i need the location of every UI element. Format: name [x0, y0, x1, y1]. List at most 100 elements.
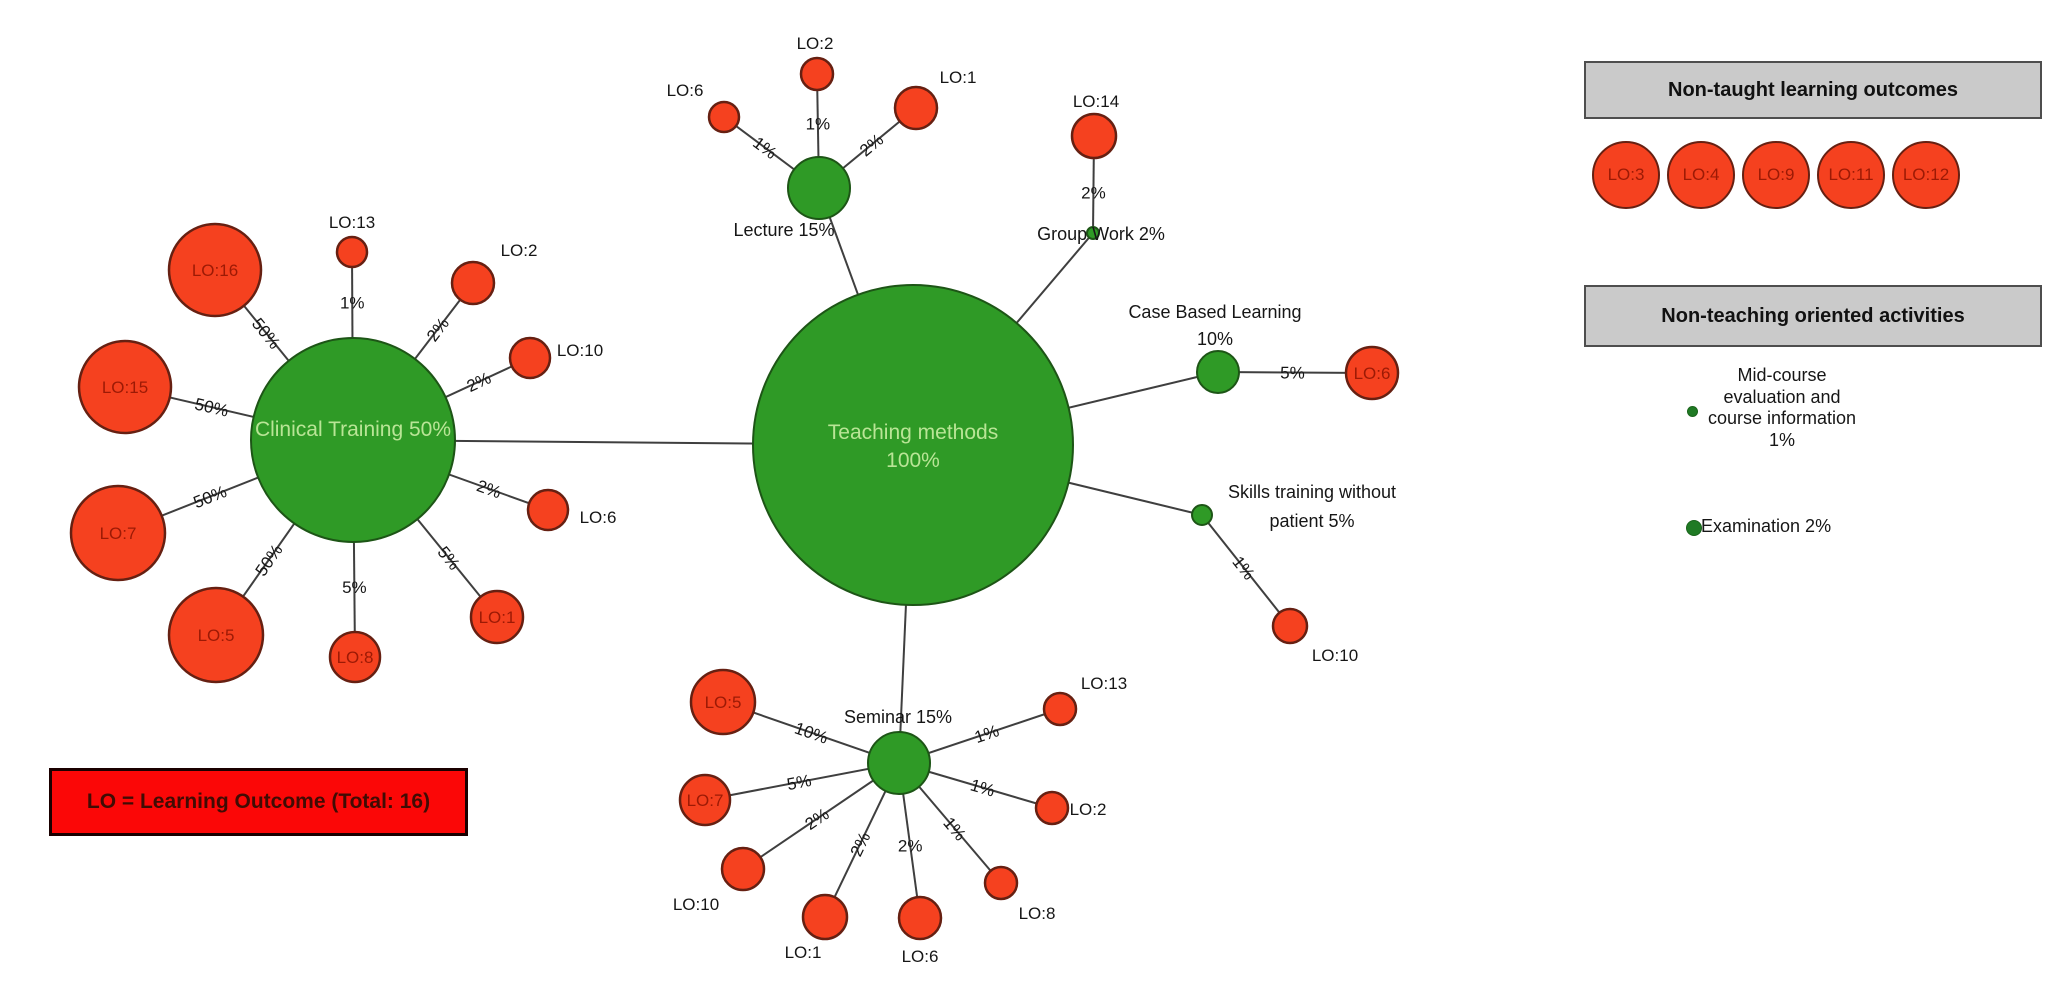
outcome-label: LO:11	[1828, 165, 1874, 184]
edge-label-lecture-lec-lo2: 1%	[806, 115, 831, 134]
outcome-label-sem-lo7: LO:7	[687, 791, 724, 810]
activity-node-seminar	[867, 731, 931, 795]
outcome-label-clin-lo15: LO:15	[102, 378, 148, 397]
edge-label-seminar-sem-lo10: 2%	[802, 804, 833, 834]
activity-label-teaching: 100%	[886, 449, 940, 472]
activity-label-skills: Skills training without	[1228, 482, 1396, 502]
outcome-label-lec-lo2: LO:2	[797, 34, 834, 53]
midcourse-activity-dot	[1687, 406, 1698, 417]
outcome-label: LO:4	[1682, 165, 1720, 184]
activity-label-casebased: Case Based Learning	[1128, 302, 1301, 322]
outcome-label-clin-lo7: LO:7	[100, 524, 137, 543]
outcome-node-sem-lo8	[983, 865, 1019, 901]
outcome-label-sem-lo8: LO:8	[1019, 904, 1056, 923]
outcome-label-clin-lo2: LO:2	[501, 241, 538, 260]
edge-label-seminar-sem-lo7: 5%	[785, 771, 813, 794]
outcome-label-clin-lo8: LO:8	[337, 648, 374, 667]
outcome-node-clin-lo15	[77, 339, 173, 435]
outcome-node-clin-lo10	[508, 336, 552, 380]
edge-label-lecture-lec-lo6: 1%	[749, 133, 780, 163]
panel-title: Non-taught learning outcomes	[1668, 78, 1958, 101]
outcome-label: LO:9	[1757, 165, 1795, 184]
activity-label-teaching: Teaching methods	[828, 421, 998, 444]
outcome-label-clin-lo1: LO:1	[479, 608, 516, 627]
outcome-label-sem-lo6: LO:6	[902, 947, 939, 966]
outcome-node-sem-lo7	[678, 773, 732, 827]
outcome-node-clin-lo1	[469, 589, 525, 645]
edge-skills-skl-lo10	[1201, 514, 1291, 627]
outcome-node-clin-lo13	[335, 235, 369, 269]
edge-seminar-sem-lo7	[704, 762, 900, 801]
activity-label-casebased: 10%	[1197, 329, 1233, 349]
outcome-node-sem-lo6	[897, 895, 943, 941]
edge-label-skills-skl-lo10: 1%	[1228, 553, 1258, 584]
outcome-label-skl-lo10: LO:10	[1312, 646, 1358, 665]
outcome-node-cbl-lo6	[1344, 345, 1400, 401]
outcome-node-sem-lo10	[720, 846, 766, 892]
outcome-node-clin-lo16	[167, 222, 263, 318]
outcome-label-grp-lo14: LO:14	[1073, 92, 1119, 111]
legend-text: LO = Learning Outcome (Total: 16)	[86, 790, 431, 813]
outcome-label-sem-lo10: LO:10	[673, 895, 719, 914]
panel-header-non-teaching-activities: Non-teaching oriented activities	[1584, 285, 2042, 347]
activity-label-lecture: Lecture 15%	[733, 220, 834, 240]
panel-title: Non-teaching oriented activities	[1661, 304, 1965, 327]
outcome-node-sem-lo13	[1042, 691, 1078, 727]
edge-label-seminar-sem-lo13: 1%	[972, 721, 1001, 747]
outcome-label-lec-lo6: LO:6	[667, 81, 704, 100]
outcome-label-clin-lo13: LO:13	[329, 213, 375, 232]
legend-box: LO = Learning Outcome (Total: 16)	[49, 768, 468, 836]
edge-label-clinical-clin-lo13: 1%	[340, 294, 365, 313]
panel-header-non-taught-outcomes: Non-taught learning outcomes	[1584, 61, 2042, 119]
activity-node-clinical	[250, 337, 456, 543]
outcome-label: LO:3	[1607, 165, 1645, 184]
edge-label-clinical-clin-lo2: 2%	[423, 314, 453, 345]
activity-node-lecture	[787, 156, 851, 220]
activity-label-seminar: Seminar 15%	[844, 707, 952, 727]
outcome-node-sem-lo1	[801, 893, 849, 941]
outcome-label-cbl-lo6: LO:6	[1354, 364, 1391, 383]
activity-node-skills	[1191, 504, 1213, 526]
non-taught-outcome-circle: LO:12	[1892, 141, 1960, 209]
outcome-node-lec-lo2	[799, 56, 835, 92]
outcome-label-clin-lo5: LO:5	[198, 626, 235, 645]
edge-label-clinical-clin-lo10: 2%	[464, 368, 494, 396]
edge-label-seminar-sem-lo1: 2%	[847, 829, 875, 859]
outcome-label-lec-lo1: LO:1	[940, 68, 977, 87]
non-taught-outcome-circle: LO:9	[1742, 141, 1810, 209]
outcome-node-lec-lo6	[707, 100, 741, 134]
edge-label-seminar-sem-lo6: 2%	[898, 836, 923, 855]
outcome-node-lec-lo1	[893, 85, 939, 131]
edge-label-seminar-sem-lo5: 10%	[792, 719, 830, 748]
activity-node-casebased	[1196, 350, 1240, 394]
non-taught-outcomes-row: LO:3 LO:4 LO:9 LO:11 LO:12	[1592, 141, 1960, 209]
outcome-node-clin-lo5	[167, 586, 265, 684]
outcome-label-clin-lo10: LO:10	[557, 341, 603, 360]
outcome-node-skl-lo10	[1271, 607, 1309, 645]
outcome-node-clin-lo2	[450, 260, 496, 306]
activity-label-clinical: Clinical Training 50%	[255, 418, 451, 441]
outcome-label-clin-lo6: LO:6	[580, 508, 617, 527]
edge-label-clinical-clin-lo6: 2%	[474, 476, 504, 502]
non-taught-outcome-circle: LO:11	[1817, 141, 1885, 209]
activity-label-skills: patient 5%	[1269, 511, 1354, 531]
examination-activity-label: Examination 2%	[1701, 516, 1832, 536]
outcome-label: LO:12	[1902, 165, 1950, 184]
outcome-node-clin-lo8	[328, 630, 382, 684]
outcome-node-grp-lo14	[1070, 112, 1118, 160]
examination-activity-dot	[1686, 520, 1702, 536]
edge-label-clinical-clin-lo15: 50%	[193, 395, 230, 421]
outcome-node-clin-lo6	[526, 488, 570, 532]
outcome-node-sem-lo5	[689, 668, 757, 736]
edge-label-seminar-sem-lo2: 1%	[968, 776, 997, 801]
non-taught-outcome-circle: LO:3	[1592, 141, 1660, 209]
activity-node-teaching	[752, 284, 1074, 606]
non-taught-outcome-circle: LO:4	[1667, 141, 1735, 209]
edge-label-casebased-cbl-lo6: 5%	[1280, 363, 1305, 382]
edge-label-groupwork-grp-lo14: 2%	[1081, 183, 1106, 202]
outcome-label-sem-lo1: LO:1	[785, 943, 822, 962]
activity-label-groupwork: Group Work 2%	[1037, 224, 1165, 244]
midcourse-activity-label: Mid-course evaluation and course informa…	[1707, 365, 1857, 450]
